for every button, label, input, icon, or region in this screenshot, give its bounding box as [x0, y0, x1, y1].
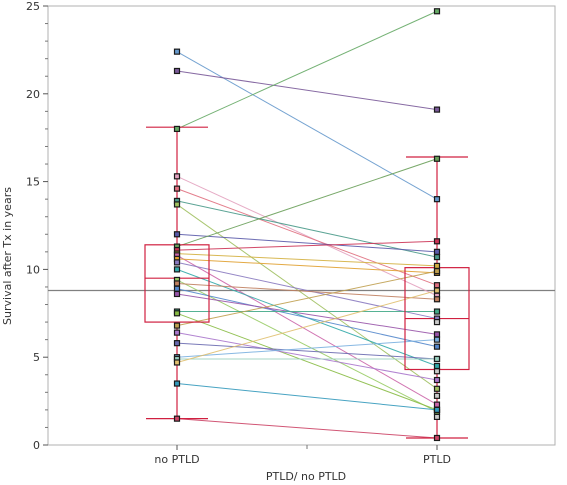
data-point	[173, 359, 181, 366]
plot-border	[47, 5, 556, 446]
data-point	[173, 231, 181, 238]
pair-line	[176, 10, 438, 130]
data-point	[173, 185, 181, 192]
data-point	[433, 385, 441, 392]
data-point	[433, 318, 441, 326]
data-point	[433, 362, 441, 370]
data-point	[173, 310, 181, 317]
data-point	[433, 368, 441, 375]
data-point	[173, 340, 181, 347]
data-point	[433, 268, 441, 275]
pair-line	[176, 289, 438, 363]
y-tick-label: 20	[26, 88, 40, 101]
data-point	[433, 155, 441, 162]
pair-line	[176, 254, 438, 406]
data-point	[433, 406, 441, 413]
data-point	[433, 296, 441, 303]
pair-line	[176, 70, 438, 111]
data-point	[173, 266, 181, 273]
data-point	[433, 254, 441, 261]
data-point	[433, 238, 441, 245]
pair-line	[176, 339, 438, 358]
x-tick-label: PTLD	[423, 453, 451, 466]
data-point	[433, 401, 441, 408]
data-point	[173, 280, 181, 287]
pair-line	[176, 279, 438, 413]
pair-line	[176, 51, 438, 200]
data-point	[433, 392, 441, 399]
data-point	[433, 343, 441, 350]
data-point	[433, 413, 441, 421]
pair-line	[176, 332, 438, 381]
data-point	[173, 201, 181, 208]
data-point	[433, 287, 441, 294]
x-axis: no PTLD PTLD	[154, 445, 451, 466]
data-point	[173, 329, 181, 336]
pair-line	[176, 282, 438, 300]
pair-line	[176, 204, 438, 390]
data-point	[173, 322, 181, 329]
pair-line	[176, 261, 438, 320]
pair-line	[176, 383, 438, 411]
pair-line	[176, 240, 438, 251]
y-tick-label: 0	[33, 439, 40, 452]
data-point	[173, 173, 181, 180]
data-point	[173, 290, 181, 298]
pair-line	[176, 233, 438, 253]
data-point	[433, 8, 441, 15]
data-point	[433, 282, 441, 289]
data-point	[433, 434, 441, 442]
x-tick-label: no PTLD	[154, 453, 199, 466]
data-point	[173, 380, 181, 387]
data-point	[433, 262, 441, 269]
data-point	[433, 355, 441, 363]
pair-line	[176, 158, 438, 248]
data-point	[173, 48, 181, 55]
data-point	[173, 259, 181, 266]
plot-frame	[47, 5, 556, 446]
pair-line	[176, 293, 438, 335]
y-tick-label: 15	[26, 176, 40, 189]
data-point	[433, 248, 441, 255]
pair-line	[176, 253, 438, 267]
data-point	[173, 285, 181, 292]
pair-line	[176, 270, 438, 327]
data-point	[433, 308, 441, 315]
pair-line	[176, 312, 438, 411]
data-point	[433, 196, 441, 203]
data-point	[433, 376, 441, 384]
data-points	[173, 8, 441, 442]
data-point	[173, 125, 181, 133]
y-tick-label: 5	[33, 351, 40, 364]
pair-line	[176, 288, 438, 348]
paired-lines	[176, 10, 438, 439]
y-tick-label: 25	[26, 0, 40, 13]
pair-line	[176, 258, 438, 274]
data-point	[433, 106, 441, 113]
data-point	[433, 331, 441, 338]
data-point	[173, 67, 181, 75]
y-axis-label: Survival after Tx in years	[1, 187, 14, 325]
x-axis-label: PTLD/ no PTLD	[266, 470, 346, 483]
data-point	[173, 415, 181, 422]
pair-line	[176, 175, 438, 297]
y-axis: 0 5 10 15 20 25	[26, 0, 48, 452]
pair-line	[176, 342, 438, 360]
pair-line	[176, 418, 438, 439]
data-point	[433, 336, 441, 343]
pair-line	[176, 188, 438, 286]
pair-line	[176, 200, 438, 258]
y-tick-label: 10	[26, 263, 40, 276]
